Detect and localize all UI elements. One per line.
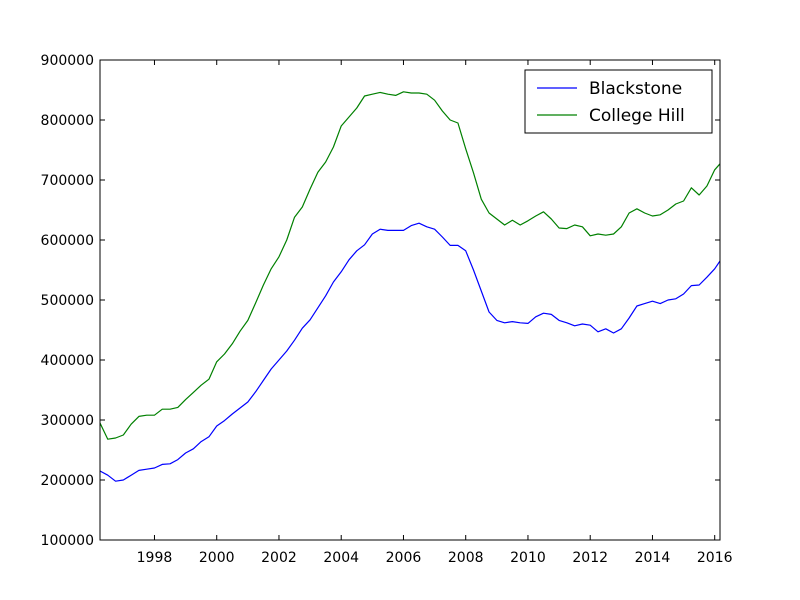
y-tick-label: 600000 [41,233,94,249]
y-tick-label: 200000 [41,473,94,489]
series-line-blackstone [99,222,721,482]
y-tick-label: 900000 [41,53,94,69]
x-tick-label: 2004 [323,550,359,566]
y-tick-label: 300000 [41,413,94,429]
legend-label-blackstone: Blackstone [589,79,682,99]
y-tick-label: 100000 [41,533,94,549]
legend: Blackstone College Hill [524,69,713,134]
x-tick-label: 2010 [510,550,546,566]
series-line-college-hill [99,91,721,440]
y-axis-ticks: 100000 200000 300000 400000 500000 600000 7000… [41,53,720,549]
x-tick-label: 2014 [635,550,671,566]
y-tick-label: 500000 [41,293,94,309]
y-tick-label: 400000 [41,353,94,369]
x-tick-label: 2008 [448,550,484,566]
legend-label-college-hill: College Hill [589,106,685,126]
x-tick-label: 2006 [386,550,422,566]
y-tick-label: 800000 [41,113,94,129]
x-tick-label: 2000 [199,550,235,566]
x-tick-label: 2002 [261,550,297,566]
x-tick-label: 2016 [697,550,733,566]
x-tick-label: 2012 [572,550,608,566]
y-tick-label: 700000 [41,173,94,189]
legend-box [524,69,713,134]
x-tick-label: 1998 [137,550,173,566]
x-axis-ticks: 1998 2000 2002 2004 2006 2008 2010 2012 2014 2016 [137,60,733,566]
series-layer [99,91,721,482]
